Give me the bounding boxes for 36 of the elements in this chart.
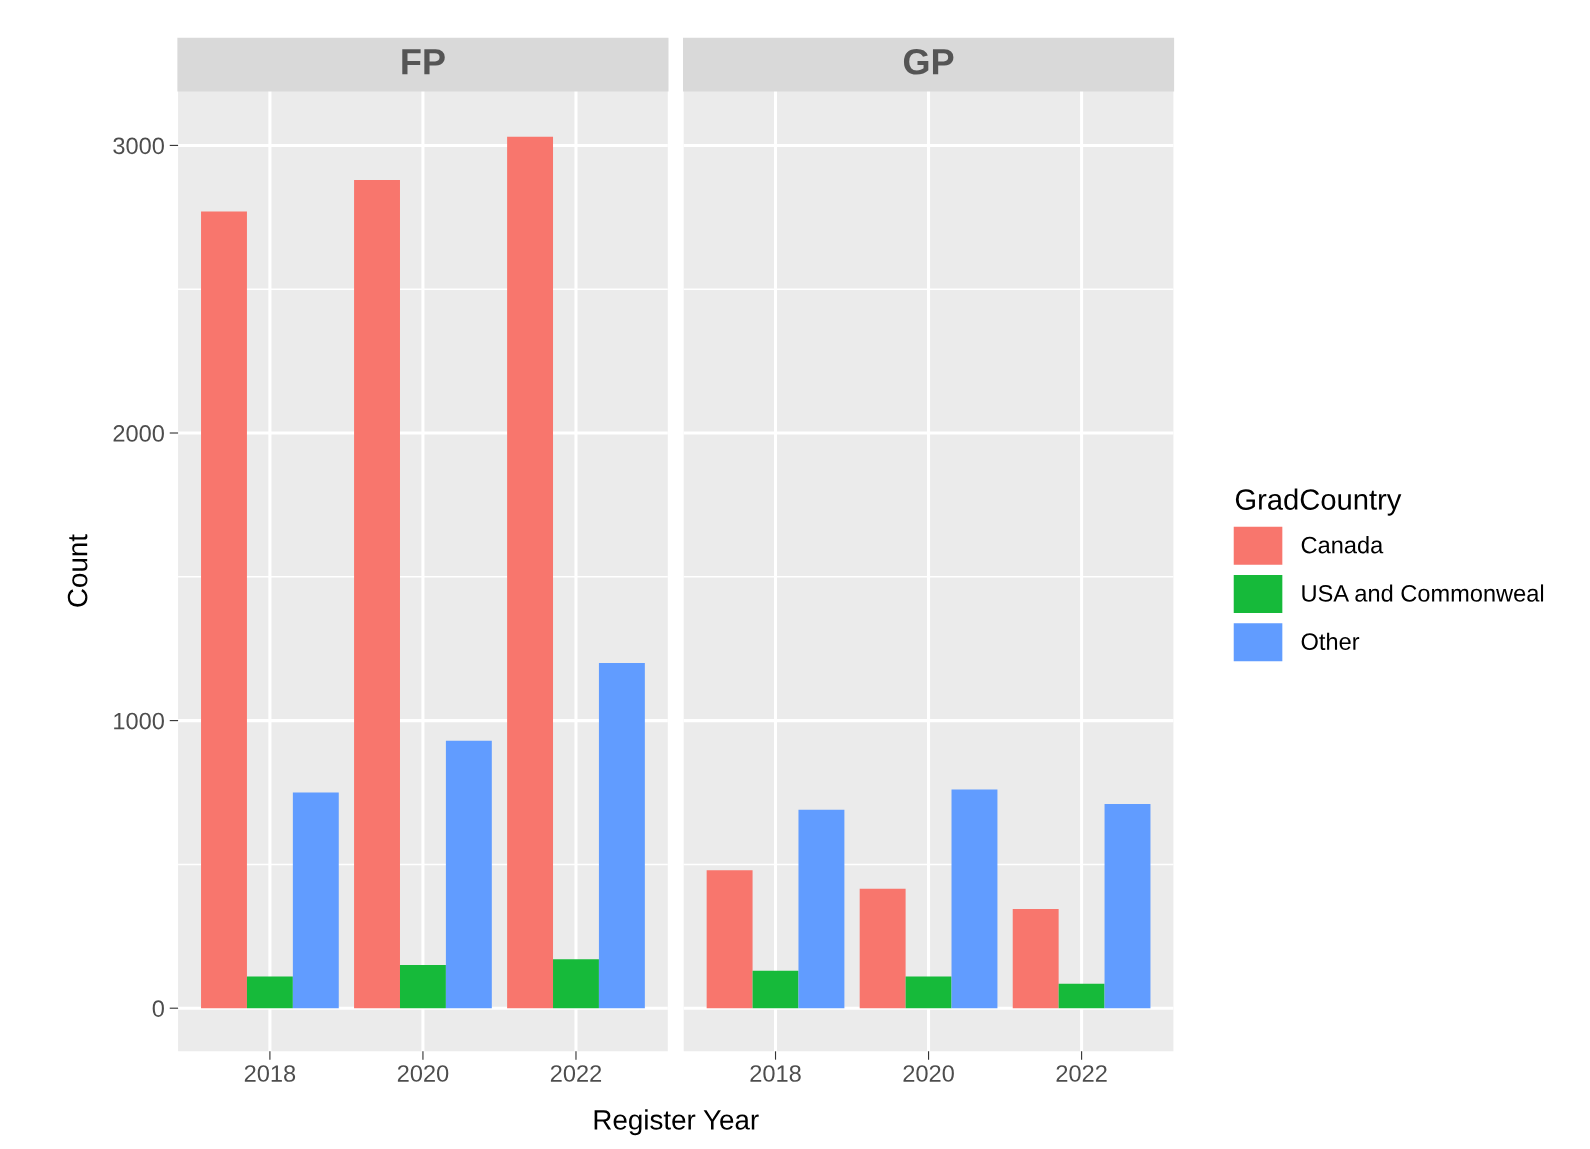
bar: [246, 976, 293, 1009]
bar: [1012, 908, 1059, 1009]
x-tick-label: 2020: [903, 1065, 954, 1082]
y-tick-label: 3000: [113, 137, 164, 155]
bar: [1104, 804, 1151, 1009]
x-axis-title: Register Year: [594, 1109, 759, 1136]
chart-title: GP: [903, 48, 954, 75]
chart-title: FP: [402, 49, 445, 75]
bar: [706, 870, 753, 1009]
bar: [354, 179, 400, 1009]
y-axis-title: Count: [67, 534, 88, 607]
bar: [399, 965, 446, 1009]
bar: [201, 211, 247, 1009]
legend-label: Canada: [1301, 536, 1384, 554]
bar: [752, 970, 799, 1009]
bar: [1058, 983, 1105, 1009]
bar: [553, 959, 599, 1009]
bar: [859, 888, 906, 1009]
y-tick-label: 1000: [114, 712, 164, 730]
legend-title: GradCountry: [1235, 488, 1402, 516]
x-tick-label: 2022: [1056, 1065, 1107, 1082]
x-tick-label: 2018: [750, 1065, 801, 1082]
x-tick-label: 2020: [397, 1065, 449, 1082]
bar: [951, 789, 998, 1009]
bar: [905, 976, 952, 1009]
y-tick-label: 0: [152, 1000, 164, 1017]
legend-label: Other: [1301, 632, 1360, 651]
x-tick-label: 2022: [550, 1065, 602, 1082]
bar: [598, 663, 645, 1009]
x-tick-label: 2018: [244, 1065, 296, 1082]
bar: [292, 792, 339, 1009]
bar: [445, 740, 492, 1009]
y-tick-label: 2000: [113, 425, 164, 442]
bar: [798, 809, 845, 1009]
legend-label: USA and Commonweal: [1302, 584, 1544, 602]
bar: [507, 136, 554, 1009]
